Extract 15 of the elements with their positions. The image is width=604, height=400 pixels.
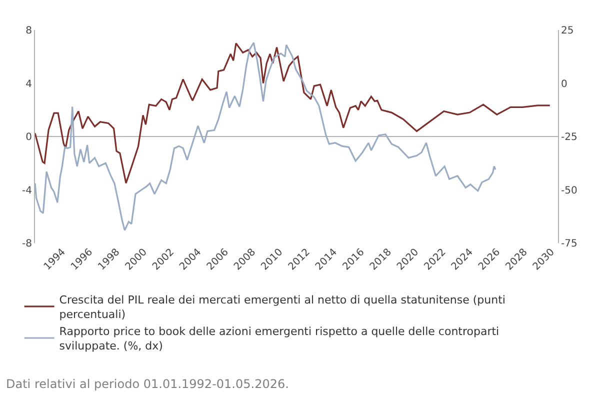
legend-label: Crescita del PIL reale dei mercati emergenti al netto di quella statunitense (punti percentuali) (59, 294, 506, 321)
y2-tick-label: 0 (561, 78, 568, 90)
y2-tick-label: -75 (561, 238, 578, 250)
line-series (35, 42, 496, 232)
y2-tick-label: -25 (561, 132, 578, 143)
y-tick-label: -8 (22, 238, 32, 250)
y2-tick-label: -50 (561, 185, 578, 196)
legend-label: Rapporto price to book delle azioni emergenti rispetto a quelle delle controparti sviluppate. (%, dx) (59, 325, 500, 352)
y-tick-label: -4 (22, 185, 32, 196)
y2-tick-label: 25 (561, 26, 574, 36)
text: Dati relativi al periodo 01.01.1992-01.05.2026. (6, 377, 289, 391)
line-series (35, 42, 551, 184)
y-tick-label: 4 (26, 78, 32, 90)
y-tick-label: 0 (26, 132, 32, 143)
y-tick-label: 8 (26, 26, 32, 36)
